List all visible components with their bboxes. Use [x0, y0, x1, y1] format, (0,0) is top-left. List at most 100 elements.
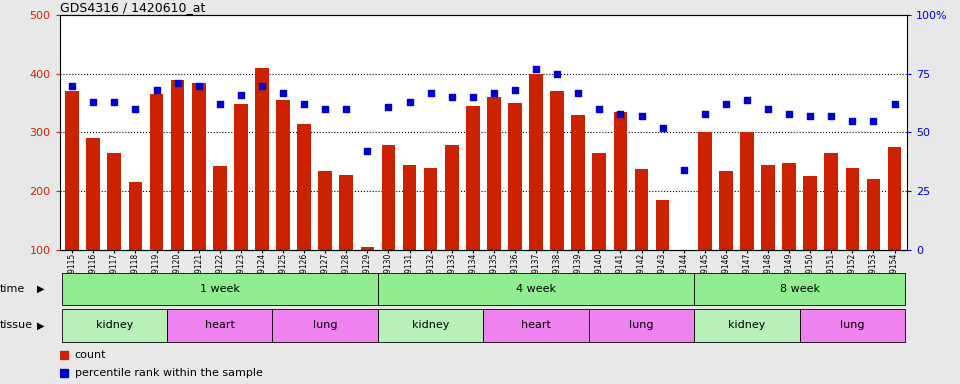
Text: count: count — [75, 350, 107, 360]
Bar — [782, 163, 796, 250]
Point — [276, 89, 291, 96]
Bar — [740, 132, 754, 250]
Point — [591, 106, 607, 112]
Bar — [487, 98, 501, 250]
Bar — [694, 273, 905, 305]
Bar — [867, 179, 880, 250]
Bar — [319, 170, 332, 250]
Point — [85, 99, 101, 105]
Text: lung: lung — [840, 320, 865, 331]
Point — [444, 94, 460, 101]
Bar — [378, 309, 484, 342]
Bar — [361, 247, 374, 250]
Bar — [192, 83, 205, 250]
Bar — [529, 74, 543, 250]
Point — [423, 89, 439, 96]
Bar — [382, 146, 396, 250]
Bar — [276, 100, 290, 250]
Bar — [167, 309, 273, 342]
Text: kidney: kidney — [412, 320, 449, 331]
Text: 8 week: 8 week — [780, 284, 820, 294]
Bar — [761, 165, 775, 250]
Point — [655, 125, 670, 131]
Point — [570, 89, 586, 96]
Text: kidney: kidney — [96, 320, 133, 331]
Bar — [466, 106, 480, 250]
Bar — [592, 153, 606, 250]
Point — [824, 113, 839, 119]
Bar — [613, 112, 627, 250]
Text: lung: lung — [629, 320, 654, 331]
Point — [128, 106, 143, 112]
Text: ▶: ▶ — [36, 284, 44, 294]
Point — [612, 111, 628, 117]
Text: 1 week: 1 week — [200, 284, 240, 294]
Point — [718, 101, 733, 108]
Point — [486, 89, 501, 96]
Bar — [61, 273, 378, 305]
Point — [360, 148, 375, 154]
Bar — [65, 91, 79, 250]
Bar — [402, 165, 417, 250]
Bar — [213, 166, 227, 250]
Bar — [800, 309, 905, 342]
Bar — [255, 68, 269, 250]
Bar — [273, 309, 378, 342]
Point — [887, 101, 902, 108]
Point — [781, 111, 797, 117]
Bar — [694, 309, 800, 342]
Point — [760, 106, 776, 112]
Bar — [635, 169, 648, 250]
Point — [381, 104, 396, 110]
Bar — [484, 309, 588, 342]
Point — [507, 87, 522, 93]
Bar — [171, 80, 184, 250]
Point — [254, 83, 270, 89]
Point — [549, 71, 564, 77]
Text: GDS4316 / 1420610_at: GDS4316 / 1420610_at — [60, 1, 204, 14]
Point — [170, 80, 185, 86]
Bar — [150, 94, 163, 250]
Text: kidney: kidney — [729, 320, 766, 331]
Point — [297, 101, 312, 108]
Point — [64, 83, 80, 89]
Text: ▶: ▶ — [36, 320, 44, 331]
Bar — [234, 104, 248, 250]
Bar — [804, 176, 817, 250]
Bar — [129, 182, 142, 250]
Text: percentile rank within the sample: percentile rank within the sample — [75, 368, 263, 378]
Bar — [719, 170, 732, 250]
Bar — [888, 147, 901, 250]
Bar — [378, 273, 694, 305]
Point — [866, 118, 881, 124]
Point — [697, 111, 712, 117]
Point — [212, 101, 228, 108]
Bar — [423, 168, 438, 250]
Bar — [550, 91, 564, 250]
Point — [803, 113, 818, 119]
Text: tissue: tissue — [0, 320, 33, 331]
Bar — [508, 103, 522, 250]
Bar — [588, 309, 694, 342]
Point — [528, 66, 543, 72]
Point — [233, 92, 249, 98]
Point — [845, 118, 860, 124]
Point — [339, 106, 354, 112]
Bar — [846, 168, 859, 250]
Bar — [656, 200, 669, 250]
Bar — [825, 153, 838, 250]
Bar — [298, 124, 311, 250]
Bar — [86, 138, 100, 250]
Bar — [444, 146, 459, 250]
Point — [676, 167, 691, 173]
Point — [466, 94, 481, 101]
Bar — [698, 132, 711, 250]
Text: heart: heart — [204, 320, 234, 331]
Bar — [108, 153, 121, 250]
Point — [402, 99, 418, 105]
Point — [107, 99, 122, 105]
Point — [318, 106, 333, 112]
Bar — [571, 115, 585, 250]
Point — [634, 113, 649, 119]
Bar — [61, 309, 167, 342]
